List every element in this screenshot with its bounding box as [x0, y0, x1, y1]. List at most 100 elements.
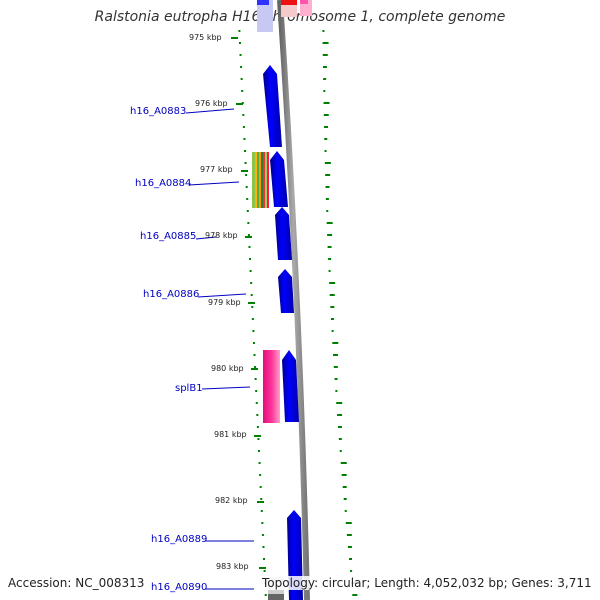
- cds-splB1: [282, 350, 299, 422]
- gene-label-h16_A0885[interactable]: h16_A0885: [140, 231, 197, 242]
- gc-dot: [242, 126, 245, 128]
- gc-dot: [261, 522, 264, 524]
- gc-dot: [246, 210, 249, 212]
- feature-top-red: [281, 0, 297, 5]
- tick-mark: [248, 302, 255, 304]
- gc-dot: [327, 246, 332, 248]
- gc-dot: [328, 258, 332, 260]
- gc-dot: [345, 522, 352, 524]
- gc-dot: [330, 318, 334, 320]
- gc-dot: [244, 162, 247, 164]
- tick-mark: [236, 103, 243, 105]
- cds-h16_A0885: [275, 207, 292, 260]
- tick-mark: [231, 37, 238, 39]
- gc-dot: [251, 306, 254, 308]
- gc-dot: [251, 318, 254, 320]
- gc-dot: [324, 150, 327, 152]
- gene-label-h16_A0886[interactable]: h16_A0886: [143, 289, 200, 300]
- gc-dot: [333, 354, 339, 356]
- gc-dot: [329, 282, 336, 284]
- gc-dot: [349, 558, 353, 560]
- gc-dot: [258, 450, 260, 452]
- tick-mark: [245, 236, 252, 238]
- gc-dot: [245, 174, 248, 176]
- gc-dot: [331, 330, 334, 332]
- scale-ticks: [231, 37, 266, 569]
- gene-label-splB1[interactable]: splB1: [175, 383, 203, 394]
- gc-dot: [344, 510, 347, 512]
- gc-dot: [326, 222, 333, 224]
- gc-dot: [259, 486, 262, 488]
- tick-label: 978 kbp: [205, 231, 238, 240]
- tick-mark: [251, 368, 258, 370]
- gc-dot: [350, 570, 353, 572]
- label-leaders: [185, 108, 254, 590]
- tick-label: 977 kbp: [200, 165, 233, 174]
- gc-dot: [263, 558, 266, 560]
- multi-color-feature: [252, 152, 269, 208]
- rna-feature-splB1: [263, 350, 280, 423]
- gc-dot: [249, 270, 252, 272]
- feature-top-blue: [257, 0, 273, 32]
- accession-text: Accession: NC_008313: [8, 576, 145, 590]
- backbone-track: [277, 0, 310, 600]
- gc-dot: [337, 426, 342, 428]
- tick-label: 982 kbp: [215, 496, 248, 505]
- gc-dot: [243, 138, 246, 140]
- gc-dot: [322, 30, 325, 32]
- gc-dot: [260, 510, 263, 512]
- map-title: Ralstonia eutropha H16 chromosome 1, com…: [94, 9, 506, 25]
- gc-dot: [240, 78, 243, 80]
- gc-dot: [347, 546, 352, 548]
- gc-dot: [324, 126, 329, 128]
- gc-dot: [326, 210, 329, 212]
- tick-label: 981 kbp: [214, 430, 247, 439]
- gc-dot: [239, 54, 242, 56]
- gc-dot: [341, 474, 347, 476]
- gc-dot: [238, 42, 241, 44]
- cds-h16_A0884: [270, 151, 288, 207]
- leader-line: [188, 181, 240, 186]
- tick-mark: [257, 501, 264, 503]
- cds-h16_A0886: [278, 269, 294, 313]
- gc-dot: [248, 246, 251, 248]
- gc-dot: [264, 594, 267, 596]
- gc-dot: [254, 378, 257, 380]
- gene-label-h16_A0889[interactable]: h16_A0889: [151, 534, 208, 545]
- gc-dot: [342, 486, 347, 488]
- cds-h16_A0883: [263, 65, 282, 147]
- gc-dot: [324, 138, 328, 140]
- gc-dot: [340, 462, 347, 464]
- gc-dot: [245, 186, 248, 188]
- gene-label-h16_A0890[interactable]: h16_A0890: [151, 582, 208, 593]
- gc-dot: [323, 102, 330, 104]
- tick-label: 983 kbp: [216, 562, 249, 571]
- gc-dot: [263, 570, 266, 572]
- gc-dot: [335, 390, 338, 392]
- tick-mark: [254, 435, 261, 437]
- gc-dot: [247, 234, 250, 236]
- gc-dot: [247, 222, 250, 224]
- gc-dot: [250, 282, 253, 284]
- tick-label: 979 kbp: [208, 298, 241, 307]
- gene-label-h16_A0883[interactable]: h16_A0883: [130, 106, 187, 117]
- gc-dot: [262, 546, 265, 548]
- gc-dot: [325, 186, 330, 188]
- gc-dot: [323, 78, 327, 80]
- gc-dot: [258, 462, 261, 464]
- gc-dot: [252, 330, 255, 332]
- tick-mark: [241, 170, 248, 172]
- gc-dot: [244, 150, 246, 152]
- gc-dot: [253, 354, 256, 356]
- gc-dot: [323, 114, 329, 116]
- gc-dot: [322, 42, 329, 44]
- gc-dot: [260, 498, 263, 500]
- gc-dot: [255, 390, 258, 392]
- gc-dot: [352, 594, 358, 596]
- gc-dot: [338, 438, 342, 440]
- gc-dot: [322, 66, 327, 68]
- gene-label-h16_A0884[interactable]: h16_A0884: [135, 178, 192, 189]
- gc-dot: [249, 258, 252, 260]
- tick-label: 976 kbp: [195, 99, 228, 108]
